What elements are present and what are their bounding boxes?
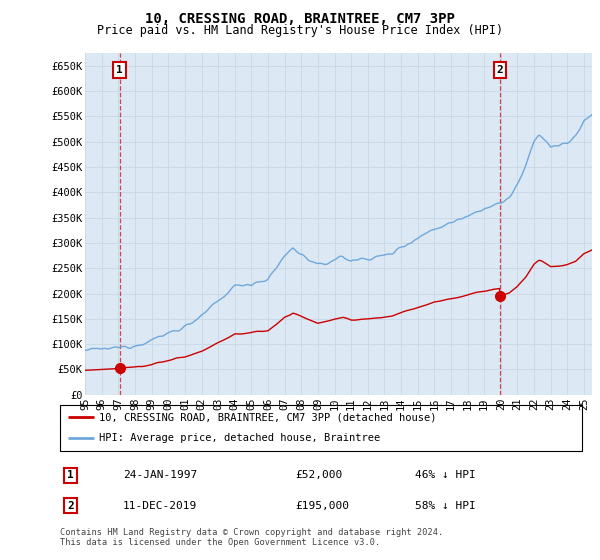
- Text: 10, CRESSING ROAD, BRAINTREE, CM7 3PP (detached house): 10, CRESSING ROAD, BRAINTREE, CM7 3PP (d…: [99, 412, 437, 422]
- Text: 24-JAN-1997: 24-JAN-1997: [122, 470, 197, 480]
- Text: 2: 2: [497, 65, 503, 75]
- Text: 10, CRESSING ROAD, BRAINTREE, CM7 3PP: 10, CRESSING ROAD, BRAINTREE, CM7 3PP: [145, 12, 455, 26]
- Text: 58% ↓ HPI: 58% ↓ HPI: [415, 501, 476, 511]
- Text: 11-DEC-2019: 11-DEC-2019: [122, 501, 197, 511]
- Text: Contains HM Land Registry data © Crown copyright and database right 2024.
This d: Contains HM Land Registry data © Crown c…: [60, 528, 443, 547]
- Text: 46% ↓ HPI: 46% ↓ HPI: [415, 470, 476, 480]
- Text: £52,000: £52,000: [295, 470, 342, 480]
- Text: 1: 1: [67, 470, 74, 480]
- Text: 2: 2: [67, 501, 74, 511]
- Text: £195,000: £195,000: [295, 501, 349, 511]
- Text: Price paid vs. HM Land Registry's House Price Index (HPI): Price paid vs. HM Land Registry's House …: [97, 24, 503, 36]
- Text: HPI: Average price, detached house, Braintree: HPI: Average price, detached house, Brai…: [99, 433, 380, 444]
- Text: 1: 1: [116, 65, 123, 75]
